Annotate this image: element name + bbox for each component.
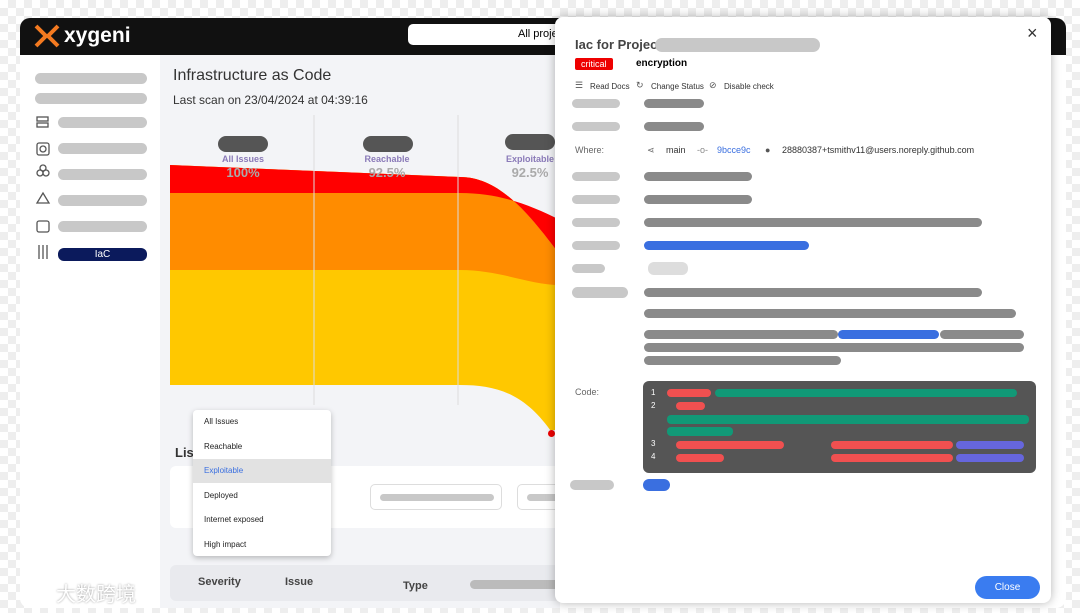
column-header: Severity: [198, 576, 241, 588]
project-selector-text: All proje: [518, 28, 558, 40]
funnel-label: Reachable: [364, 154, 410, 164]
sidebar-icons: [35, 116, 51, 259]
author: 28880387+tsmithv11@users.noreply.github.…: [782, 145, 975, 155]
code-block: 1 2 3 4: [643, 381, 1036, 473]
panel-title: Iac for Project: [575, 37, 662, 52]
action-icon: ⊘: [709, 80, 717, 90]
list-title: Lis: [175, 445, 194, 460]
dropdown-option[interactable]: High impact: [204, 539, 247, 549]
line-number: 2: [651, 401, 656, 410]
funnel-pill: [363, 136, 413, 152]
commit[interactable]: 9bcce9c: [717, 145, 751, 155]
dropdown-option[interactable]: Internet exposed: [204, 515, 264, 524]
action-icon: ↻: [636, 80, 644, 90]
logo-icon: [34, 24, 60, 48]
action-icon: ☰: [575, 80, 584, 90]
action-link[interactable]: Read Docs: [590, 82, 630, 91]
line-number: 1: [651, 388, 656, 397]
project-name-placeholder: [655, 38, 820, 52]
main-content: Infrastructure as Code Last scan on 23/0…: [160, 55, 577, 608]
funnel-label: All Issues: [221, 154, 265, 164]
category: encryption: [636, 58, 688, 69]
dropdown-option[interactable]: Deployed: [204, 490, 238, 500]
funnel-pill: [505, 134, 555, 150]
severity-badge: critical: [575, 58, 613, 70]
table-header: Severity Issue Type: [170, 565, 560, 601]
close-icon[interactable]: ×: [1027, 23, 1038, 43]
action-link[interactable]: Change Status: [651, 82, 704, 91]
funnel-value: 100%: [226, 165, 260, 180]
column-header: Type: [403, 580, 428, 592]
action-link[interactable]: Disable check: [724, 82, 774, 91]
sidebar-item[interactable]: [35, 73, 147, 84]
sidebar-item[interactable]: [35, 93, 147, 104]
sidebar-active-item[interactable]: IaC: [58, 248, 147, 261]
dropdown: All Issues Reachable Exploitable Deployed In…: [193, 410, 331, 556]
branch: main: [666, 145, 686, 155]
last-scan: Last scan on 23/04/2024 at 04:39:16: [173, 93, 368, 107]
code-label: Code:: [575, 387, 600, 397]
where-label: Where:: [575, 145, 605, 155]
sidebar-item[interactable]: [58, 195, 147, 206]
sidebar-item[interactable]: [58, 143, 147, 154]
funnel-value: 92.5%: [368, 165, 406, 180]
sidebar-item[interactable]: [58, 117, 147, 128]
filter[interactable]: [370, 484, 502, 510]
project-selector[interactable]: All proje: [408, 24, 568, 45]
dot: [548, 430, 555, 437]
funnel-pill: [218, 136, 268, 152]
column-header: Issue: [285, 576, 314, 588]
sidebar-item[interactable]: [58, 221, 147, 232]
funnel-value: 92.5%: [511, 165, 549, 180]
page-title: Infrastructure as Code: [173, 67, 332, 84]
line-number: 3: [651, 439, 656, 448]
dropdown-option[interactable]: Reachable: [204, 441, 243, 451]
funnel-label: Exploitable: [505, 154, 554, 164]
logo-text: xygeni: [64, 24, 131, 47]
detail-panel: Iac for Project × critical encryption Wh…: [555, 17, 1051, 603]
line-number: 4: [651, 452, 656, 461]
dropdown-option[interactable]: All Issues: [204, 417, 239, 426]
close-button[interactable]: Close: [975, 576, 1040, 599]
sidebar: IaC: [20, 55, 160, 608]
funnel-chart: [170, 115, 560, 430]
dropdown-option[interactable]: Exploitable: [193, 459, 331, 483]
watermark: 大数跨境: [56, 584, 136, 606]
sidebar-item[interactable]: [58, 169, 147, 180]
